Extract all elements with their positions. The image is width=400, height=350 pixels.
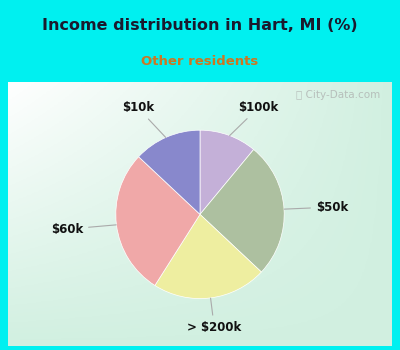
- Text: $100k: $100k: [230, 101, 279, 135]
- Wedge shape: [200, 130, 254, 214]
- Text: $50k: $50k: [284, 201, 348, 214]
- Wedge shape: [116, 157, 200, 286]
- Text: > $200k: > $200k: [187, 298, 241, 334]
- Wedge shape: [139, 130, 200, 214]
- Wedge shape: [155, 214, 261, 299]
- Text: ⓘ City-Data.com: ⓘ City-Data.com: [296, 90, 380, 100]
- Text: $60k: $60k: [51, 223, 116, 236]
- Text: $10k: $10k: [122, 101, 166, 138]
- Text: Income distribution in Hart, MI (%): Income distribution in Hart, MI (%): [42, 18, 358, 33]
- Wedge shape: [200, 149, 284, 272]
- Text: Other residents: Other residents: [141, 55, 259, 68]
